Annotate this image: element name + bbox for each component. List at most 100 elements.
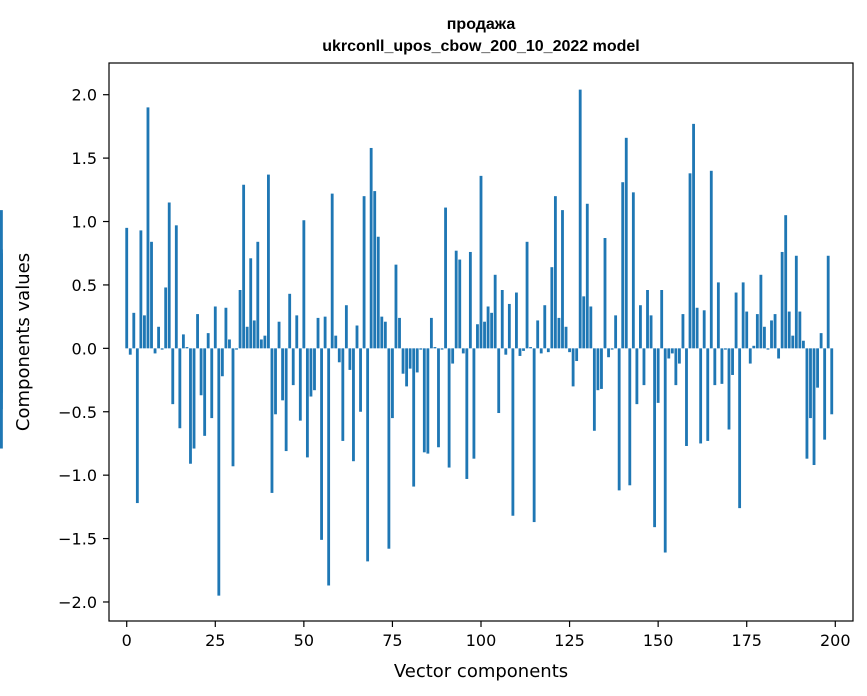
bar-component-193 [809, 348, 812, 419]
bar-component-175 [745, 311, 749, 349]
y-tick-label: −1.0 [58, 466, 97, 485]
bar-component-undefined [0, 249, 3, 349]
bar-component-73 [383, 321, 387, 349]
bar-component-199 [830, 348, 834, 415]
bar-component-146 [642, 348, 646, 386]
bar-component-110 [515, 292, 518, 349]
bar-component-54 [316, 317, 320, 349]
bar-component-12 [167, 202, 171, 349]
bar-component-127 [575, 348, 579, 362]
bar-component-144 [635, 348, 639, 405]
bar-component-78 [401, 348, 405, 374]
bar-component-165 [709, 170, 713, 349]
bar-component-6 [146, 107, 150, 349]
bar-component-65 [355, 325, 359, 349]
bar-component-4 [139, 230, 143, 349]
bar-component-182 [770, 320, 773, 349]
bar-component-198 [826, 255, 830, 349]
bar-component-8 [153, 348, 157, 354]
bar-component-19 [192, 348, 196, 449]
bar-component-155 [674, 348, 678, 386]
bar-component-14 [174, 225, 178, 349]
bar-component-96 [465, 348, 469, 479]
bar-component-188 [791, 335, 795, 349]
bar-component-156 [677, 348, 681, 364]
bar-component-29 [228, 339, 231, 349]
bar-component-38 [259, 339, 263, 349]
bar-component-160 [692, 123, 695, 349]
bar-component-92 [451, 348, 455, 364]
bar-component-50 [302, 220, 306, 349]
bar-component-134 [600, 348, 603, 389]
bar-component-49 [298, 348, 302, 421]
bar-component-150 [656, 348, 660, 403]
x-axis-label: Vector components [394, 661, 568, 682]
bar-component-88 [437, 348, 440, 448]
bar-component-187 [787, 311, 791, 349]
bar-component-51 [305, 348, 309, 458]
bar-component-102 [486, 306, 490, 349]
bar-component-36 [252, 320, 256, 349]
bar-component-100 [479, 175, 483, 349]
bar-component-114 [529, 347, 533, 349]
bar-component-75 [391, 348, 394, 419]
bar-component-undefined [0, 348, 3, 449]
bar-component-192 [805, 348, 809, 459]
bar-component-61 [341, 348, 345, 441]
bar-component-177 [752, 345, 756, 349]
bar-component-148 [649, 315, 653, 349]
y-axis: 2.0 1.5 1.0 0.5 0.0 −0.5 −1.0 −1.5 −2.0 [58, 86, 109, 612]
bar-component-15 [178, 348, 182, 429]
bar-component-139 [617, 348, 621, 491]
bar-component-undefined [0, 348, 3, 393]
bar-component-26 [217, 348, 221, 596]
bar-component-183 [773, 314, 777, 349]
x-tick-label: 25 [205, 631, 225, 650]
bar-component-40 [267, 174, 270, 349]
bar-component-123 [561, 210, 564, 349]
y-tick-label: 0.0 [72, 339, 97, 358]
y-tick-label: 1.0 [72, 213, 97, 232]
bar-component-109 [511, 348, 515, 516]
bar-component-94 [458, 259, 462, 349]
bar-component-47 [291, 348, 295, 386]
bar-component-60 [337, 348, 341, 363]
y-tick-label: −2.0 [58, 593, 97, 612]
bar-component-undefined [0, 310, 3, 349]
bar-component-33 [242, 184, 246, 349]
bar-component-152 [663, 348, 667, 553]
bar-component-66 [359, 348, 362, 412]
x-tick-label: 125 [554, 631, 585, 650]
bar-component-117 [539, 348, 543, 354]
bar-component-58 [330, 193, 334, 349]
bar-component-120 [550, 267, 554, 349]
bar-component-85 [426, 348, 430, 454]
bar-component-5 [143, 315, 146, 349]
bar-component-173 [738, 348, 742, 509]
bar-component-149 [653, 348, 657, 528]
bar-component-137 [610, 348, 614, 350]
bar-component-34 [245, 326, 249, 349]
bar-component-18 [189, 348, 192, 464]
bar-component-161 [695, 307, 699, 349]
bar-component-45 [284, 348, 288, 452]
bar-component-20 [196, 314, 199, 349]
bar-component-108 [507, 303, 511, 349]
bar-component-79 [405, 348, 409, 387]
bar-component-190 [798, 311, 802, 349]
bar-component-170 [727, 348, 731, 430]
bar-component-122 [557, 317, 561, 349]
y-tick-label: 0.5 [72, 276, 97, 295]
bar-component-171 [731, 348, 734, 375]
bar-component-151 [660, 290, 664, 349]
bar-component-11 [164, 287, 168, 349]
y-tick-label: 1.5 [72, 149, 97, 168]
bar-component-83 [419, 348, 423, 350]
bar-component-10 [160, 348, 164, 350]
bar-component-103 [490, 312, 494, 349]
bar-component-178 [755, 314, 759, 349]
y-tick-label: −1.5 [58, 530, 97, 549]
bar-component-97 [468, 251, 472, 349]
bar-component-87 [433, 347, 437, 349]
